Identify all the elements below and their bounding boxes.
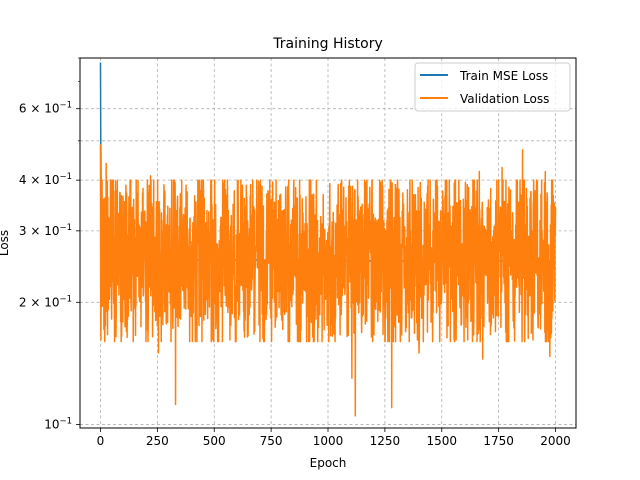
x-tick-label: 500 <box>203 434 226 448</box>
x-tick-label: 1000 <box>313 434 344 448</box>
y-tick-label: 3 × 10−1 <box>19 223 72 238</box>
x-tick-label: 1250 <box>370 434 401 448</box>
x-tick-label: 2000 <box>540 434 571 448</box>
y-axis-ticks: 10−1 2 × 10−1 3 × 10−1 4 × 10−1 6 × 10−1 <box>19 57 80 431</box>
y-tick-label: 4 × 10−1 <box>19 172 72 187</box>
series-layer <box>99 62 557 417</box>
x-tick-label: 0 <box>97 434 105 448</box>
y-tick-label: 6 × 10−1 <box>19 101 72 116</box>
legend: Train MSE Loss Validation Loss <box>414 62 571 112</box>
x-axis-label: Epoch <box>310 456 347 470</box>
x-axis-ticks: 0 250 500 750 1000 1250 1500 1750 2000 <box>97 428 571 448</box>
legend-label-validation: Validation Loss <box>460 92 549 106</box>
validation-loss-line <box>99 144 557 417</box>
legend-box <box>414 62 571 112</box>
chart-title: Training History <box>272 36 383 52</box>
x-tick-label: 1750 <box>483 434 514 448</box>
x-tick-label: 1500 <box>426 434 457 448</box>
y-axis-label: Loss <box>0 230 11 256</box>
legend-label-train: Train MSE Loss <box>459 69 548 83</box>
x-tick-label: 750 <box>260 434 283 448</box>
x-tick-label: 250 <box>146 434 169 448</box>
y-tick-label: 10−1 <box>44 416 72 431</box>
y-tick-label: 2 × 10−1 <box>19 294 72 309</box>
